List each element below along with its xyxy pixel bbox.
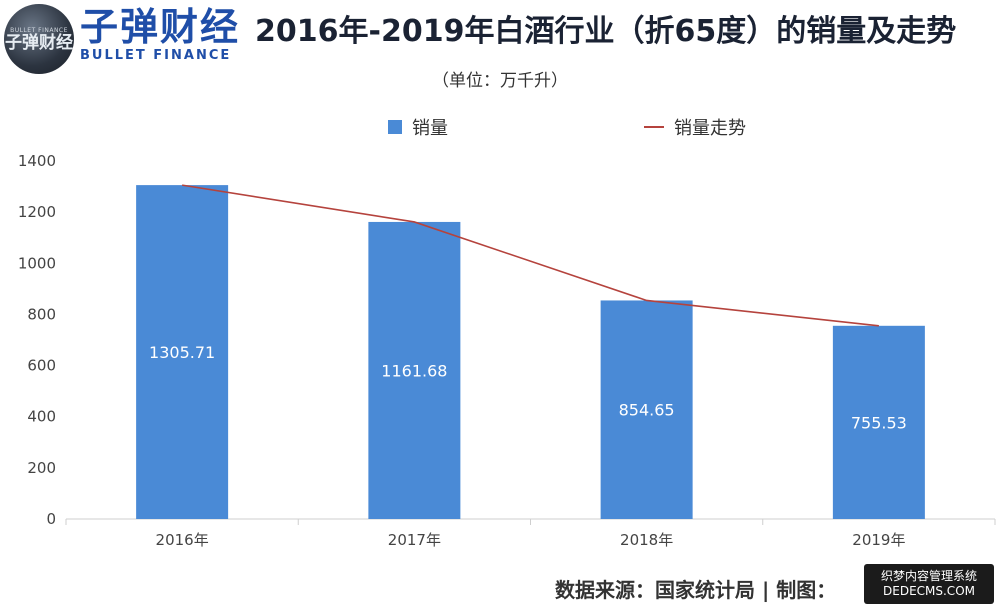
watermark-line1: 织梦内容管理系统 (880, 569, 977, 583)
legend-label-sales: 销量 (412, 118, 448, 139)
bar (600, 300, 693, 519)
trend-line (181, 184, 879, 327)
footer-source: 数据来源：国家统计局 | 制图： (555, 578, 837, 602)
y-tick-label: 800 (27, 305, 56, 323)
chart-unit: （单位：万千升） (432, 71, 568, 91)
bar (832, 325, 925, 519)
y-tick-label: 1400 (18, 152, 56, 170)
x-tick-label: 2017年 (388, 531, 441, 549)
bar (136, 185, 229, 519)
data-label: 1305.71 (149, 343, 215, 362)
chart-title: 2016年-2019年白酒行业（折65度）的销量及走势 (255, 14, 957, 49)
watermark-line2: DEDECMS.COM (883, 584, 975, 598)
chart-plot: 0 200 400 600 800 1000 1200 1400 1305.71 2016年 116… (18, 152, 996, 549)
logo-small-text: BULLET FINANCE (10, 26, 68, 34)
legend-label-trend: 销量走势 (674, 118, 746, 139)
x-tick-label: 2016年 (156, 531, 209, 549)
data-label: 854.65 (619, 401, 675, 420)
legend-item-sales: 销量 (388, 114, 448, 140)
brand-name: 子弹财经 (80, 5, 241, 49)
brand-logo: BULLET FINANCE 子弹财经 (4, 4, 74, 74)
legend-bar-swatch (388, 120, 402, 134)
x-tick-label: 2018年 (620, 531, 673, 549)
logo-big-text: 子弹财经 (5, 32, 73, 53)
data-label: 755.53 (851, 413, 907, 432)
watermark: 织梦内容管理系统 DEDECMS.COM (864, 564, 994, 604)
x-tick-label: 2019年 (852, 531, 905, 549)
y-tick-label: 0 (46, 510, 56, 528)
legend-line-swatch (644, 126, 664, 128)
brand-subtitle: BULLET FINANCE (80, 48, 232, 63)
y-tick-label: 200 (27, 459, 56, 477)
y-tick-label: 400 (27, 408, 56, 426)
y-tick-label: 600 (27, 357, 56, 375)
legend-item-trend: 销量走势 (644, 114, 746, 140)
data-label: 1161.68 (381, 361, 447, 380)
chart-legend: 销量 销量走势 (0, 114, 1000, 140)
bar (368, 221, 461, 519)
y-tick-label: 1000 (18, 254, 56, 272)
y-tick-label: 1200 (18, 203, 56, 221)
